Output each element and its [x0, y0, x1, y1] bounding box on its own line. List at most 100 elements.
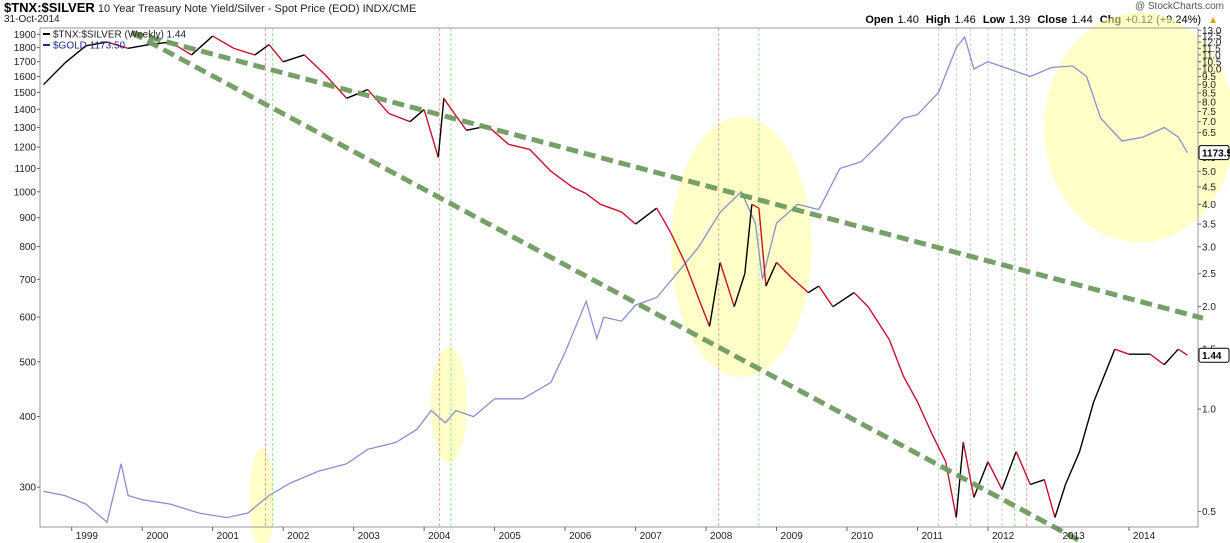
ratio-segment [684, 262, 700, 300]
ratio-segment [443, 97, 450, 107]
ratio-segment [930, 432, 947, 463]
ratio-segment [1015, 451, 1031, 485]
ratio-segment [346, 88, 369, 99]
right-tick-label: 11.5 [1202, 44, 1221, 55]
plot-border [39, 27, 1199, 528]
chart-symbol: $TNX:$SILVER [4, 0, 95, 15]
x-tick-label: 2012 [992, 531, 1015, 542]
x-tick-label: 2002 [287, 531, 310, 542]
ratio-segment [423, 109, 439, 158]
up-triangle-icon: ▲ [1208, 15, 1218, 26]
ratio-segment [268, 44, 284, 63]
ratio-segment [744, 204, 753, 274]
ratio-segment [902, 375, 919, 403]
ratio-segment [600, 203, 622, 213]
ratio-segment [832, 292, 855, 308]
legend-entry: $TNX:$SILVER (Weekly) 1.44 [53, 30, 186, 41]
ratio-segment [987, 461, 1003, 490]
ratio-segment [973, 461, 989, 498]
ratio-segment [487, 125, 510, 145]
left-tick-label: 500 [19, 357, 36, 368]
right-tick-label: 10.0 [1202, 65, 1222, 76]
low-value: 1.39 [1008, 14, 1031, 26]
left-tick-label: 1900 [14, 30, 37, 41]
ratio-segment [1001, 451, 1017, 490]
close-label: Close [1037, 14, 1068, 26]
right-tick-label: 8.5 [1202, 89, 1216, 100]
x-tick-label: 2011 [921, 531, 943, 542]
gold-series-layer [43, 35, 1188, 524]
trendline [130, 30, 1204, 321]
ratio-segment [254, 43, 270, 56]
ratio-segment [43, 62, 66, 86]
ratio-segment [388, 112, 411, 123]
x-tick-label: 2003 [358, 531, 381, 542]
ratio-segment [698, 299, 711, 327]
ratio-segment [571, 186, 587, 195]
right-tick-label: 4.0 [1202, 200, 1216, 211]
ratio-segment [916, 401, 933, 434]
ratio-segment [212, 35, 235, 49]
ratio-segment [719, 262, 735, 307]
left-tick-label: 400 [19, 412, 36, 423]
left-tick-label: 300 [19, 483, 36, 494]
trendline-layer [130, 30, 1204, 543]
right-tick-label: 5.0 [1202, 167, 1216, 178]
ratio-segment [733, 273, 746, 307]
ratio-segment [853, 292, 869, 308]
open-value: 1.40 [897, 14, 919, 26]
x-tick-label: 2005 [499, 531, 522, 542]
chart-header: $TNX:$SILVER 10 Year Treasury Note Yield… [4, 0, 416, 15]
high-value: 1.46 [954, 14, 976, 26]
ratio-segment [962, 441, 975, 498]
highlight-ellipse [250, 447, 275, 543]
ratio-segment [1163, 348, 1179, 366]
ratio-segment [867, 306, 890, 341]
ratio-segment [776, 261, 792, 278]
right-tick-label: 9.5 [1202, 72, 1216, 83]
left-tick-label: 1500 [14, 88, 37, 99]
ratio-segment [437, 98, 445, 158]
right-tick-label: 7.5 [1202, 107, 1216, 118]
ratio-series-layer [43, 35, 1188, 518]
ratio-segment [508, 143, 531, 151]
right-tick-label: 10.5 [1202, 57, 1222, 68]
ratio-segment [1064, 451, 1081, 485]
x-tick-label: 2009 [781, 531, 804, 542]
legend-entry: $GOLD 1173.50 [53, 41, 126, 52]
ratio-segment [1043, 479, 1056, 518]
left-tick-label: 1800 [14, 43, 37, 54]
ratio-segment [282, 54, 305, 63]
right-tick-label: 11.0 [1202, 50, 1221, 61]
left-tick-label: 600 [19, 313, 36, 324]
left-tick-label: 1000 [14, 187, 37, 198]
right-tick-label: 2.5 [1202, 269, 1216, 280]
gold-last-value-flag-label: 1173.5 [1202, 149, 1230, 160]
ratio-segment [85, 41, 108, 47]
ratio-segment [191, 35, 214, 56]
open-label: Open [865, 14, 894, 26]
ratio-segment [790, 276, 809, 294]
chart-date: 31-Oct-2014 [4, 14, 60, 25]
ratio-segment [807, 285, 820, 294]
plot-frame [39, 27, 1199, 528]
legend-layer: $TNX:$SILVER (Weekly) 1.44$GOLD 1173.50 [43, 30, 186, 52]
ratio-segment [708, 262, 721, 327]
ratio-segment [621, 211, 637, 225]
right-tick-label: 12.5 [1202, 32, 1222, 43]
x-tick-label: 2008 [710, 531, 733, 542]
right-tick-label: 0.5 [1202, 507, 1216, 518]
ratio-segment [888, 339, 905, 377]
right-tick-label: 6.5 [1202, 128, 1216, 139]
left-tick-label: 900 [19, 213, 36, 224]
x-tick-label: 2006 [569, 531, 592, 542]
right-tick-label: 7.0 [1202, 117, 1216, 128]
ratio-segment [367, 89, 390, 114]
ratio-segment [127, 43, 150, 50]
right-tick-label: 3.0 [1202, 242, 1216, 253]
ratio-segment [324, 74, 348, 99]
left-tick-label: 1600 [14, 72, 37, 83]
ratio-last-value-flag-box [1198, 347, 1230, 363]
